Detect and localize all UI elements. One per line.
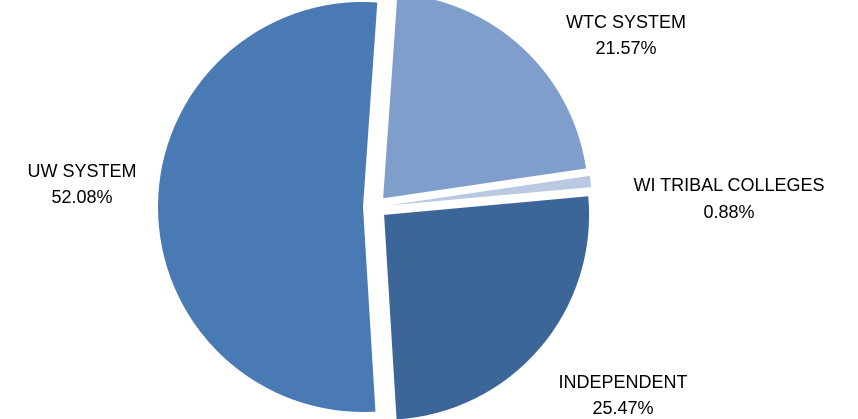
slice-label-independent-value: 25.47%	[592, 398, 653, 418]
pie-slices	[157, 0, 592, 419]
slice-label-wi-tribal-colleges-value: 0.88%	[703, 202, 754, 222]
pie-slice-uw-system	[157, 1, 378, 412]
slice-label-wi-tribal-colleges-name: WI TRIBAL COLLEGES	[633, 175, 824, 195]
slice-label-wtc-system-value: 21.57%	[595, 38, 656, 58]
pie-slice-wi-tribal-colleges	[386, 175, 592, 206]
slice-label-uw-system-value: 52.08%	[51, 187, 112, 207]
slice-label-wtc-system-name: WTC SYSTEM	[566, 12, 686, 32]
slice-label-uw-system-name: UW SYSTEM	[27, 161, 136, 181]
pie-slice-wtc-system	[383, 0, 586, 199]
pie-slice-independent	[384, 196, 590, 419]
slice-label-independent-name: INDEPENDENT	[558, 372, 687, 392]
